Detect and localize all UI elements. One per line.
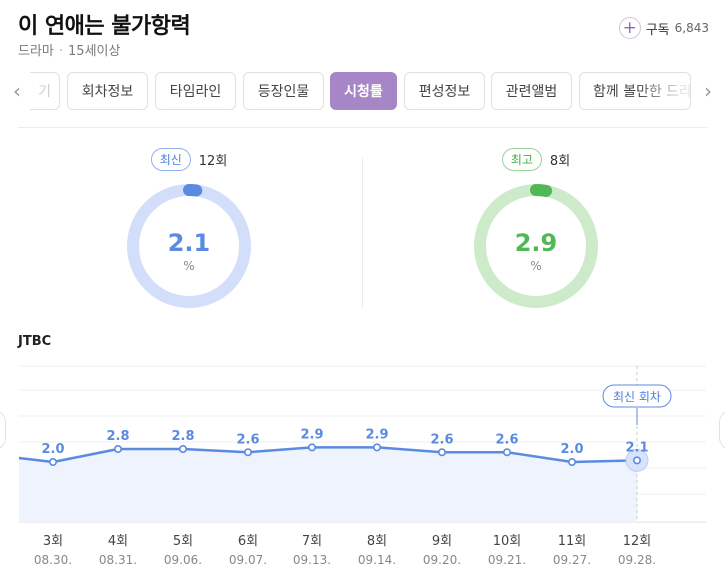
x-tick-episode: 4회 xyxy=(108,534,128,549)
ratings-chart: 최신 회차 2.0 3회 08.30. 2.8 4회 08.31. 2.8 5회 09.06. 2.… xyxy=(0,350,725,587)
data-point xyxy=(114,445,123,454)
tab-albums[interactable]: 관련앨범 xyxy=(491,72,572,110)
latest-callout-box xyxy=(602,384,672,408)
data-point xyxy=(244,448,253,457)
subscribe-count: 6,843 xyxy=(674,21,709,35)
x-tick-episode: 6회 xyxy=(238,534,258,549)
x-tick-episode: 9회 xyxy=(432,534,452,549)
tab-timeline[interactable]: 타임라인 xyxy=(155,72,236,110)
data-label: 2.9 xyxy=(365,427,388,442)
channel-label: JTBC xyxy=(18,334,52,349)
data-label: 2.1 xyxy=(625,440,648,455)
age-rating-label: 15세이상 xyxy=(68,44,121,59)
latest-rating-card: 최신 12회 2.1 % xyxy=(89,140,289,320)
best-badge: 최고 xyxy=(501,148,542,171)
tab-episode-info[interactable]: 회차정보 xyxy=(67,72,148,110)
subscribe-label: 구독 xyxy=(645,22,670,38)
data-label: 2.6 xyxy=(430,432,453,447)
latest-badge: 최신 xyxy=(150,148,191,171)
tab-characters[interactable]: 등장인물 xyxy=(243,72,324,110)
tab-partial-left[interactable]: 기 xyxy=(30,72,60,110)
x-tick-date: 09.20. xyxy=(423,553,461,567)
data-label: 2.6 xyxy=(236,432,259,447)
subscribe-button[interactable]: + 구독 6,843 xyxy=(618,15,709,41)
latest-rating-ring xyxy=(127,184,251,308)
latest-callout-label: 최신 회차 xyxy=(613,390,661,404)
latest-episode: 12회 xyxy=(198,154,228,169)
data-point xyxy=(307,443,316,452)
best-ring-progress xyxy=(474,184,598,308)
data-point xyxy=(632,456,641,465)
section-divider xyxy=(18,127,707,128)
program-header: 이 연애는 불가항력 드라마 · 15세이상 + 구독 6,843 xyxy=(0,0,725,64)
x-tick-episode: 8회 xyxy=(367,534,387,549)
x-tick-date: 08.31. xyxy=(99,553,137,567)
data-label: 2.6 xyxy=(495,432,518,447)
data-point xyxy=(567,458,576,467)
rating-area-fill xyxy=(19,447,637,522)
best-rating-card: 최고 8회 2.9 % xyxy=(436,140,636,320)
data-point xyxy=(372,443,381,452)
x-tick-episode: 10회 xyxy=(493,534,522,549)
tab-recommended-label: 함께 볼만한 드라 xyxy=(593,81,690,101)
best-rating-unit: % xyxy=(530,259,542,273)
best-rating-value: 2.9 xyxy=(514,229,558,257)
x-tick-episode: 11회 xyxy=(558,534,587,549)
tab-schedule[interactable]: 편성정보 xyxy=(404,72,485,110)
scroll-edge-right xyxy=(719,410,725,450)
x-tick-episode: 3회 xyxy=(43,534,63,549)
tab-recommended[interactable]: 함께 볼만한 드라 xyxy=(579,72,691,110)
data-label: 2.8 xyxy=(171,429,194,444)
tab-bar: ‹ 기 회차정보 타임라인 등장인물 시청률 편성정보 관련앨범 함께 볼만한 … xyxy=(0,70,725,114)
x-tick-date: 08.30. xyxy=(34,553,72,567)
x-tick-episode: 5회 xyxy=(173,534,193,549)
data-point xyxy=(48,458,57,467)
meta-separator: · xyxy=(58,44,64,59)
x-tick-date: 09.28. xyxy=(618,553,656,567)
program-meta: 드라마 · 15세이상 xyxy=(18,40,120,59)
x-tick-episode: 7회 xyxy=(302,534,322,549)
latest-ring-progress xyxy=(127,184,251,308)
data-label: 2.8 xyxy=(106,429,129,444)
data-point xyxy=(437,448,446,457)
x-tick-date: 09.27. xyxy=(553,553,591,567)
x-tick-date: 09.21. xyxy=(488,553,526,567)
data-point xyxy=(179,445,188,454)
latest-rating-unit: % xyxy=(183,259,195,273)
ratings-chart-svg: 최신 회차 2.0 3회 08.30. 2.8 4회 08.31. 2.8 5회 09.06. 2.… xyxy=(18,365,706,567)
x-tick-episode: 12회 xyxy=(623,534,652,549)
chevron-left-icon[interactable]: ‹ xyxy=(13,79,21,103)
data-label: 2.0 xyxy=(560,442,583,457)
genre-label: 드라마 xyxy=(18,44,54,59)
x-tick-date: 09.14. xyxy=(358,553,396,567)
latest-rating-value: 2.1 xyxy=(167,229,211,257)
chevron-right-icon[interactable]: › xyxy=(704,79,712,103)
x-tick-date: 09.06. xyxy=(164,553,202,567)
x-tick-date: 09.13. xyxy=(293,553,331,567)
program-title: 이 연애는 불가항력 xyxy=(18,14,191,39)
data-label: 2.9 xyxy=(300,427,323,442)
plus-icon: + xyxy=(618,17,641,39)
tab-ratings[interactable]: 시청률 xyxy=(330,72,397,110)
data-label: 2.0 xyxy=(41,442,64,457)
data-point xyxy=(502,448,511,457)
best-episode: 8회 xyxy=(549,154,571,169)
stats-separator xyxy=(362,158,363,308)
best-rating-ring xyxy=(474,184,598,308)
x-tick-date: 09.07. xyxy=(229,553,267,567)
